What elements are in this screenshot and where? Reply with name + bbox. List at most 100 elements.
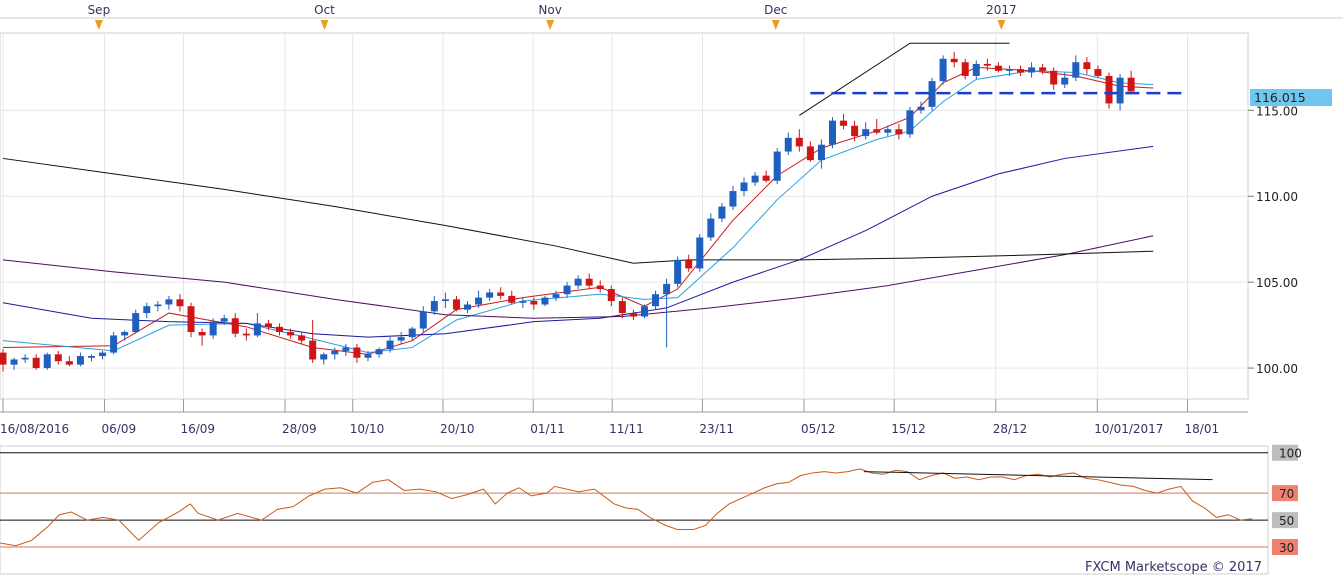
candle-body-47	[519, 301, 527, 303]
rsi-line	[0, 468, 1253, 547]
candle-body-102	[1127, 77, 1135, 92]
x-tick-label-11: 28/12	[993, 422, 1028, 436]
candle-body-18	[198, 331, 206, 336]
rsi-series-line	[0, 468, 1253, 547]
price-panel: 100.00 105.00 110.00 115.00 116.015	[0, 32, 1332, 400]
candles	[0, 51, 1135, 372]
x-tick-label-13: 18/01	[1185, 422, 1220, 436]
price-ytick-label-1: 105.00	[1256, 276, 1298, 290]
candle-body-84	[928, 81, 936, 107]
candle-body-29	[320, 354, 328, 360]
credit-text: FXCM Marketscope © 2017	[1085, 560, 1262, 575]
candle-body-60	[663, 283, 671, 295]
candle-body-55	[607, 289, 615, 302]
candle-body-79	[873, 129, 881, 133]
candle-body-80	[884, 129, 892, 133]
candle-body-86	[950, 58, 958, 63]
candle-body-77	[851, 125, 859, 137]
candle-body-0	[0, 352, 7, 365]
candle-body-19	[209, 321, 217, 336]
candle-body-45	[497, 292, 505, 296]
current-price-box	[1250, 89, 1332, 106]
ma-line-ma-200	[2, 157, 1154, 264]
candle-body-95	[1050, 70, 1058, 85]
rsi-level-label-0: 100	[1279, 447, 1302, 461]
candle-body-91	[1005, 69, 1013, 71]
rsi-level-box-0	[1272, 444, 1298, 461]
candle-body-13	[143, 306, 151, 314]
candle-body-75	[829, 120, 836, 145]
candle-body-33	[364, 354, 372, 358]
candle-body-98	[1083, 62, 1091, 70]
trend-annotations	[799, 42, 1187, 116]
ma-line-ma-slow	[2, 145, 1154, 338]
candle-body-1	[10, 359, 18, 365]
candle-body-62	[685, 259, 693, 269]
candle-body-15	[165, 299, 173, 305]
rsi-divergence-line	[863, 471, 1213, 481]
x-tick-label-10: 15/12	[891, 422, 926, 436]
candle-body-17	[187, 306, 195, 332]
month-marker-3	[771, 20, 780, 30]
candle-body-56	[618, 301, 626, 314]
candle-body-36	[397, 337, 405, 341]
candle-body-42	[464, 304, 472, 310]
candle-body-27	[298, 335, 306, 341]
candle-body-50	[552, 294, 560, 298]
month-label-1: Oct	[314, 3, 335, 17]
candle-body-16	[176, 299, 184, 307]
trendline-rising	[799, 42, 911, 116]
candle-body-12	[132, 313, 140, 332]
x-tick-label-7: 11/11	[609, 422, 644, 436]
candle-body-23	[253, 323, 261, 336]
candle-body-57	[629, 313, 637, 317]
candle-body-101	[1116, 77, 1124, 104]
price-ytick-label-3: 115.00	[1256, 104, 1298, 118]
candle-body-3	[32, 357, 40, 369]
x-tick-label-6: 01/11	[530, 422, 565, 436]
candle-body-70	[773, 151, 781, 181]
candle-body-97	[1072, 62, 1080, 78]
candle-body-44	[486, 292, 494, 298]
rsi-level-box-2	[1272, 512, 1298, 529]
candle-body-82	[906, 110, 914, 135]
candle-body-61	[674, 259, 682, 284]
x-tick-label-4: 10/10	[350, 422, 385, 436]
candle-body-14	[154, 304, 162, 307]
month-label-4: 2017	[986, 3, 1017, 17]
candle-body-96	[1061, 77, 1069, 85]
date-x-axis: 16/08/2016 06/09 16/09 28/09 10/10 20/10 01/11…	[0, 399, 1248, 436]
candle-body-28	[309, 340, 317, 360]
candle-body-92	[1017, 69, 1025, 73]
candle-body-64	[707, 218, 715, 238]
x-tick-label-3: 28/09	[282, 422, 317, 436]
candle-body-78	[862, 129, 870, 137]
candle-body-88	[972, 63, 980, 76]
candle-body-100	[1105, 75, 1113, 104]
candle-body-7	[76, 356, 84, 365]
candle-body-5	[54, 354, 62, 362]
candle-body-83	[917, 106, 925, 111]
candle-body-48	[530, 301, 538, 305]
rsi-plot-area	[0, 445, 1269, 575]
candle-body-37	[408, 328, 416, 338]
month-marker-1	[320, 20, 329, 30]
candle-body-8	[87, 356, 95, 358]
candle-body-20	[220, 318, 228, 322]
candle-body-31	[342, 347, 350, 351]
candle-body-54	[596, 285, 604, 290]
x-tick-label-12: 10/01/2017	[1094, 422, 1163, 436]
ma-line-ema-fast	[2, 66, 1154, 355]
candle-body-52	[574, 278, 582, 286]
rsi-levels: 100 70 50 30	[0, 444, 1302, 556]
candle-body-6	[65, 361, 73, 365]
candle-body-4	[43, 354, 51, 369]
candle-body-99	[1094, 69, 1102, 76]
candle-body-51	[563, 285, 571, 295]
candle-body-58	[640, 306, 648, 317]
candle-body-72	[795, 137, 803, 147]
rsi-level-label-3: 30	[1279, 541, 1294, 555]
month-marker-4	[997, 20, 1006, 30]
candle-body-93	[1028, 67, 1036, 73]
candle-body-34	[375, 349, 383, 355]
